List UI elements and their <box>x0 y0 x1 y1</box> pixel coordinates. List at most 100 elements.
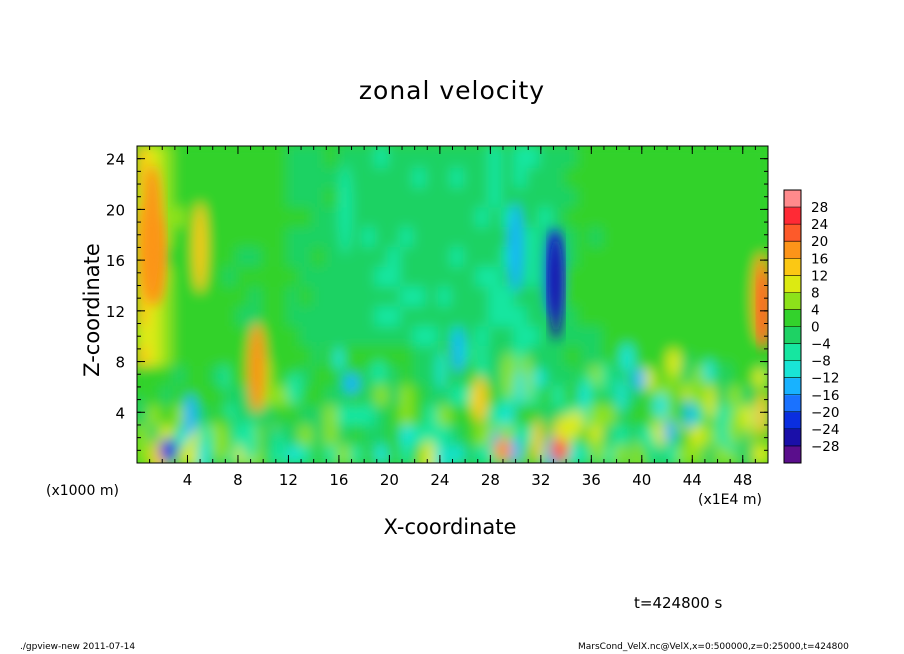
colorbar-label: 8 <box>811 285 820 301</box>
field-cell <box>400 361 417 386</box>
field-cell <box>311 342 329 366</box>
field-cell <box>488 401 505 426</box>
field-cell <box>538 401 556 426</box>
field-cell <box>387 401 405 426</box>
field-cell <box>652 302 670 327</box>
field-cell <box>223 302 240 327</box>
field-cell <box>601 183 619 208</box>
field-streak <box>475 342 488 381</box>
field-cell <box>576 223 594 248</box>
field-cell <box>299 163 316 188</box>
field-cell <box>400 441 417 463</box>
field-cell <box>450 401 468 426</box>
field-cell <box>614 302 632 327</box>
field-cell <box>463 223 480 248</box>
field-cell <box>463 282 480 307</box>
field-cell <box>614 243 632 267</box>
field-cell <box>412 282 430 307</box>
field-cell <box>387 223 405 248</box>
field-cell <box>564 203 581 228</box>
field-cell <box>589 322 606 347</box>
field-cell <box>564 262 581 287</box>
field-cell <box>198 361 215 386</box>
field-cell <box>500 183 518 208</box>
field-cell <box>639 282 657 307</box>
field-cell <box>601 223 619 248</box>
field-cell <box>160 282 177 307</box>
field-cell <box>488 361 505 386</box>
field-cell <box>740 223 758 248</box>
field-cell <box>450 302 468 327</box>
colorbar-swatch <box>784 360 801 379</box>
field-cell <box>564 302 581 327</box>
field-cell <box>665 262 682 287</box>
field-streak <box>514 367 525 408</box>
field-cell <box>349 262 367 287</box>
field-cell <box>160 322 177 347</box>
field-cell <box>614 223 632 248</box>
field-cell <box>425 146 442 168</box>
colorbar-swatch <box>784 428 801 447</box>
field-cell <box>652 282 670 307</box>
field-cell <box>475 203 493 228</box>
field-cell <box>526 243 543 267</box>
field-cell <box>286 163 304 188</box>
y-tick-label: 4 <box>115 404 125 422</box>
x-tick-label: 36 <box>582 471 601 489</box>
field-cell <box>740 262 758 287</box>
field-streak <box>653 392 669 420</box>
field-cell <box>715 302 733 327</box>
field-cell <box>475 421 493 446</box>
field-cell <box>223 262 240 287</box>
field-cell <box>172 381 190 406</box>
field-streak <box>212 423 229 462</box>
field-cell <box>286 146 304 168</box>
field-cell <box>235 223 253 248</box>
field-cell <box>273 243 291 267</box>
field-cell <box>564 146 581 168</box>
field-cell <box>488 223 505 248</box>
field-cell <box>412 421 430 446</box>
field-cell <box>425 262 442 287</box>
field-cell <box>235 262 253 287</box>
field-streak <box>569 409 584 437</box>
field-cell <box>425 163 442 188</box>
field-cell <box>437 302 455 327</box>
field-cell <box>564 243 581 267</box>
field-streak <box>344 372 360 395</box>
field-cell <box>740 401 758 426</box>
field-cell <box>160 401 177 426</box>
x-tick-label: 48 <box>733 471 752 489</box>
field-cell <box>185 322 203 347</box>
field-feature-6 <box>493 438 512 463</box>
y-tick-label: 16 <box>106 252 125 270</box>
field-cell <box>627 223 644 248</box>
field-cell <box>324 243 341 267</box>
x-tick-label: 28 <box>481 471 500 489</box>
footer-left: ./gpview-new 2011-07-14 <box>20 642 136 652</box>
field-cell <box>400 401 417 426</box>
field-cell <box>349 146 367 168</box>
field-cell <box>463 146 480 168</box>
field-cell <box>463 441 480 463</box>
field-cell <box>475 183 493 208</box>
field-cell <box>160 163 177 188</box>
field-cell <box>715 183 733 208</box>
field-cell <box>740 381 758 406</box>
field-cell <box>336 282 354 307</box>
field-cell <box>488 282 505 307</box>
field-cell <box>198 163 215 188</box>
field-cell <box>437 163 455 188</box>
field-cell <box>690 183 707 208</box>
field-cell <box>715 223 733 248</box>
field-cell <box>463 361 480 386</box>
field-cell <box>235 243 253 267</box>
field-cell <box>273 282 291 307</box>
field-cell <box>677 183 695 208</box>
field-cell <box>324 146 341 168</box>
field-cell <box>639 223 657 248</box>
field-cell <box>412 322 430 347</box>
field-cell <box>198 302 215 327</box>
field-cell <box>614 146 632 168</box>
field-cell <box>576 441 594 463</box>
